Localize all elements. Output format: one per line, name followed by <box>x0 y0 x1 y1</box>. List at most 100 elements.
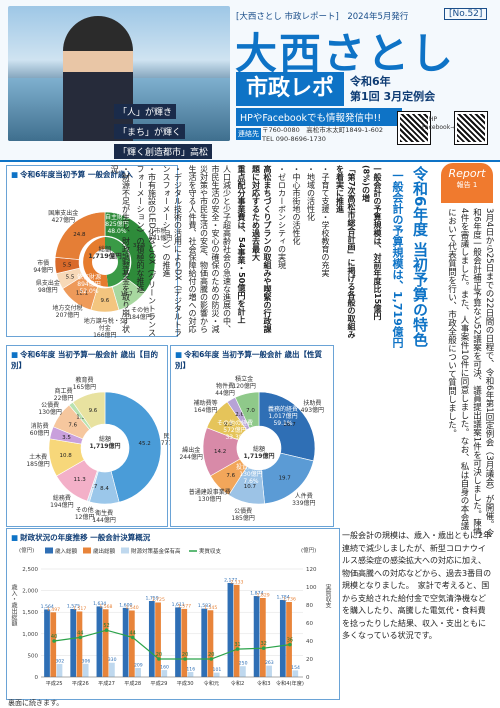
mandatory-exp-name: 義務的経費 <box>267 406 298 413</box>
pie-pct-label: 11.3 <box>74 477 87 483</box>
pie-pct-label: 7.6 <box>226 473 235 479</box>
politician-name: 大西さとし <box>235 29 456 78</box>
x-tick-label: 平成30 <box>177 679 194 687</box>
bar-0 <box>175 607 181 677</box>
article-intro: 3月4日から25日までの22日間の日程で、令和6年第1回定例会（3月議会）が開催… <box>446 208 495 538</box>
fiscal-chart-title: 財政状況の年度推移 一般会計決算概況 <box>11 532 150 543</box>
pie-hole <box>238 427 280 469</box>
line-value-label: 36 <box>287 638 293 644</box>
legend-label: 歳入総額 <box>55 547 78 555</box>
bar-value-label: 160 <box>160 665 169 671</box>
x-tick-label: 平成25 <box>46 679 63 687</box>
pie-pct-label: 10.8 <box>60 453 73 459</box>
own-source-name: 自主財源 <box>104 214 129 221</box>
y2-tick-label: 60 <box>306 621 313 627</box>
y-tick-label: 2,000 <box>22 589 38 595</box>
x-tick-label: 令和4(年度) <box>276 679 304 687</box>
pie-slice-label: 人件費 339億円 <box>292 493 316 508</box>
pie-slice-label: 公債費 185億円 <box>231 508 255 523</box>
contact-address: 〒760-0080 高松市木太町1849-1-602 TEL 090-8696-… <box>262 126 383 144</box>
y-tick-label: 2,500 <box>22 567 38 573</box>
own-source-pct: 48.0% <box>107 228 127 235</box>
legend-label: 実質収支 <box>199 547 222 555</box>
purpose-center-label: 総額 <box>98 436 111 443</box>
bar-0 <box>227 582 234 677</box>
pie-slice <box>104 211 156 293</box>
y-tick-label: 0 <box>35 675 39 681</box>
bar-value-label: 1,784 <box>276 594 289 600</box>
y2-unit: (億円) <box>301 548 317 554</box>
nature-center-value: 1,719億円 <box>243 453 275 460</box>
dependent-source-value: 894億円 <box>77 281 101 288</box>
kicker: [大西さとし 市政レポート] 2024年5月発行 <box>236 12 409 22</box>
other-exp-value: 572億円 <box>223 427 247 434</box>
profile-photo <box>8 6 230 141</box>
bar-2 <box>240 666 246 677</box>
own-source-label: 自主財源 825億円 48.0% <box>97 214 137 235</box>
bar-2 <box>292 670 299 677</box>
bar-value-label: 1,577 <box>178 603 191 609</box>
pie-pct-label: 5.5 <box>63 263 72 269</box>
purpose-pie-svg: 45.2 8.40.711.3 10.8 3.5 7.6 1.3 9.6 <box>48 391 162 505</box>
bar-0 <box>253 596 260 677</box>
bar-value-label: 1,583 <box>198 603 211 609</box>
qr-labels: ← HP Facebook→ <box>422 116 455 132</box>
pie-pct-label: 19.7 <box>279 475 292 481</box>
bar-value-label: 1,540 <box>126 605 139 611</box>
pie-slice-label: その他 12億円 <box>74 506 95 521</box>
purpose-panel: 令和6年度 当初予算一般会計 歳出【目的別】 45.2 8.40.711.3 10.… <box>6 345 184 527</box>
bar-2 <box>213 672 220 677</box>
nature-center: 総額 1,719億円 <box>237 446 281 460</box>
bar-value-label: 1,634 <box>93 601 106 607</box>
report-badge-jp: 報告 1 <box>456 181 478 189</box>
nature-title: 令和6年度 当初予算一般会計 歳出【性質別】 <box>175 349 331 371</box>
bar-2 <box>82 663 89 677</box>
pie-slice-label: 地方交付税 207億円 <box>52 305 83 320</box>
article-headline-2: 一般会計の予算規模は、1,719億円 <box>391 170 404 348</box>
bar-value-label: 1,600 <box>119 602 132 608</box>
slogan-line-2: 「まち」が輝く <box>114 124 186 139</box>
pie-hole <box>82 425 128 471</box>
line-point <box>235 647 240 651</box>
facebook-qr-code[interactable] <box>454 111 488 145</box>
line-point <box>130 635 135 640</box>
investment-exp-pct: 7.6% <box>243 478 259 485</box>
bar-value-label: 306 <box>82 658 91 664</box>
fiscal-chart-svg: 0 500 1,000 1,500 2,000 2,500 0 20 40 60 80 100 120 1… <box>22 547 317 687</box>
fiscal-chart-plot: 0 500 1,000 1,500 2,000 2,500 0 20 40 60 80 100 120 1… <box>22 547 317 687</box>
revenue-title: 令和6年度当初予算 一般会計歳入 <box>11 169 133 180</box>
investment-exp-name: 投資的経費 <box>235 464 266 471</box>
article-paragraph: ・子育て支援・学校教育の充実 <box>321 165 330 277</box>
bar-2 <box>266 665 272 677</box>
fiscal-chart-panel: 財政状況の年度推移 一般会計決算概況 (億円) (億円) 歳入・歳出総額 実質収… <box>6 528 340 700</box>
bar-1 <box>155 602 161 677</box>
pie-pct-label: 1.3 <box>76 414 85 420</box>
x-tick-label: 令和元 <box>204 679 220 687</box>
slogan-line-3: 「輝く創造都市」高松 <box>114 144 213 159</box>
y-tick-label: 1,500 <box>22 610 38 616</box>
bar-value-label: 1,759 <box>145 596 158 602</box>
bar-value-label: 1,497 <box>47 607 60 613</box>
own-source-value: 825億円 <box>105 221 129 228</box>
y2-tick-label: 40 <box>306 639 313 645</box>
bar-value-label: 302 <box>55 658 64 664</box>
dependent-source-label: 依存財源 894億円 52.0% <box>67 274 111 295</box>
bar-1 <box>259 597 266 677</box>
article-paragraph: ・財源不足が生じ、財政調整基金を取り崩す状況 <box>110 165 131 333</box>
pie-pct-label: 9.5 <box>224 422 233 428</box>
hp-qr-code[interactable] <box>397 111 431 145</box>
bar-value-label: 2,177 <box>224 577 237 583</box>
pie-slice-label: 市債 94億円 <box>33 260 53 275</box>
bar-value-label: 1,829 <box>257 592 270 598</box>
slogan-line-1: 「人」が輝き <box>114 104 177 119</box>
bar-2 <box>135 667 141 677</box>
line-point <box>52 639 56 643</box>
bar-0 <box>96 606 103 677</box>
pie-pct-label: 10.7 <box>120 291 133 297</box>
bar-value-label: 154 <box>291 665 300 671</box>
pie-slice <box>104 391 162 503</box>
x-tick-label: 平成26 <box>72 679 89 687</box>
bar-0 <box>122 607 129 677</box>
x-tick-label: 令和2 <box>231 679 245 687</box>
person-figure <box>63 16 133 141</box>
